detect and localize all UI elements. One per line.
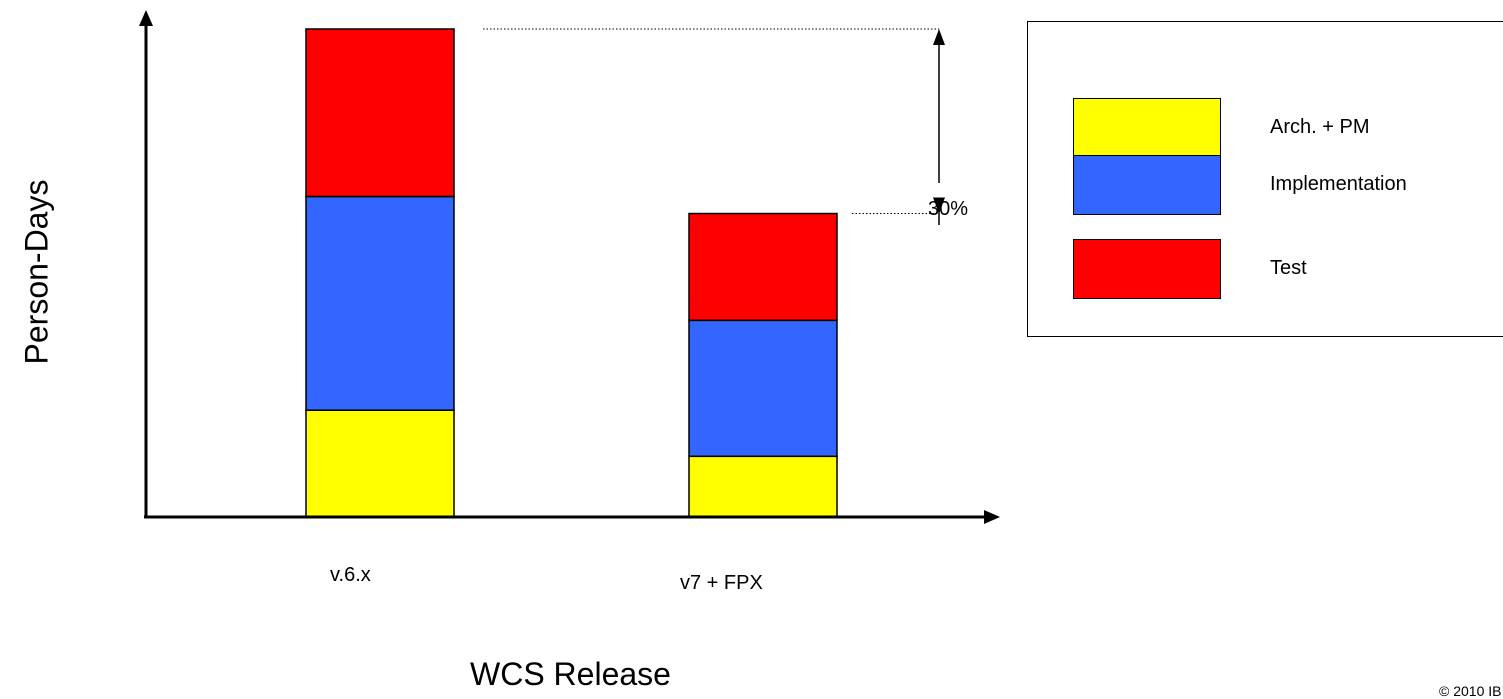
legend-item-test: Test — [1028, 239, 1503, 301]
percent-annotation: 30% — [928, 198, 969, 220]
bar-segment-implementation — [688, 319, 838, 458]
x-axis-arrow — [984, 510, 1000, 524]
x-axis-title: WCS Release — [470, 656, 671, 692]
legend-item-implementation: Implementation — [1028, 155, 1503, 217]
bar-segment-implementation — [305, 195, 455, 411]
x-tick-label: v7 + FPX — [680, 572, 763, 594]
legend-label: Arch. + PM — [1270, 116, 1370, 138]
legend-swatch — [1073, 98, 1221, 158]
legend-swatch — [1073, 155, 1221, 215]
bar-segment-arch-pm — [305, 409, 455, 518]
legend-swatch — [1073, 239, 1221, 299]
difference-annotation — [483, 28, 945, 225]
legend: Arch. + PM Implementation Test — [1027, 21, 1503, 337]
legend-label: Implementation — [1270, 173, 1407, 195]
x-tick-label: v.6.x — [330, 564, 371, 586]
bar-segment-test — [688, 212, 838, 322]
copyright-text: © 2010 IB — [1439, 683, 1502, 699]
bar-segment-arch-pm — [688, 455, 838, 518]
bars-group — [305, 28, 838, 518]
bar-segment-test — [305, 28, 455, 198]
y-axis-title: Person-Days — [18, 179, 55, 365]
legend-item-arch-pm: Arch. + PM — [1028, 98, 1503, 160]
axes-group — [139, 10, 1000, 524]
legend-label: Test — [1270, 257, 1307, 279]
y-axis-arrow — [139, 10, 153, 26]
annotation-arrowhead-up — [933, 28, 945, 45]
annotation-arrowhead-down — [933, 197, 945, 214]
